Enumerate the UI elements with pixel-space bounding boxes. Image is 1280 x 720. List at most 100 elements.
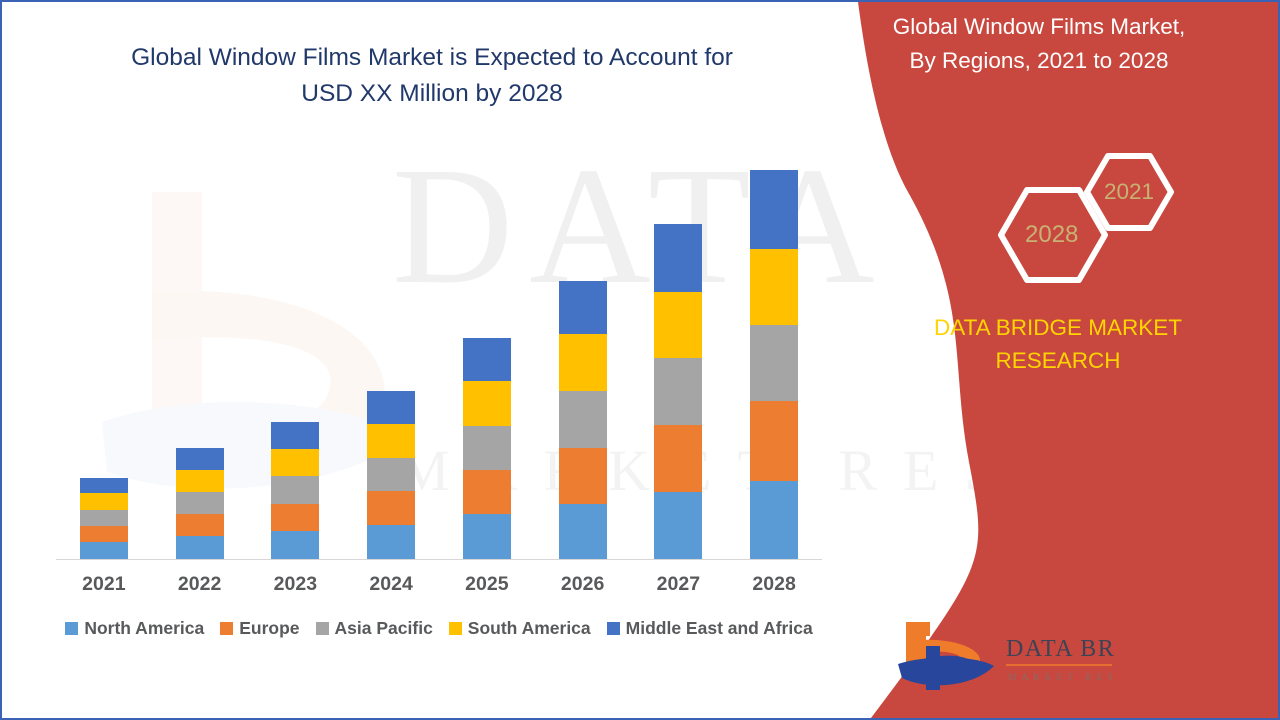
bar-segment[interactable] bbox=[271, 422, 320, 450]
bar-segment[interactable] bbox=[462, 470, 511, 515]
bar-segment[interactable] bbox=[175, 448, 224, 471]
bar-segment[interactable] bbox=[367, 524, 416, 559]
legend-item[interactable]: South America bbox=[448, 618, 591, 639]
bar-segment[interactable] bbox=[175, 514, 224, 537]
bar-group bbox=[631, 142, 727, 559]
stacked-bar[interactable] bbox=[79, 477, 128, 559]
hexagon-2028-label: 2028 bbox=[1025, 221, 1079, 248]
company-logo: DATA BRIDGE MARKET RESEARCH bbox=[896, 616, 1177, 700]
legend-item[interactable]: Asia Pacific bbox=[315, 618, 433, 639]
x-axis-label: 2022 bbox=[177, 573, 222, 595]
bar-group bbox=[535, 142, 631, 559]
bar-segment[interactable] bbox=[654, 291, 703, 359]
bar-segment[interactable] bbox=[462, 381, 511, 427]
x-axis-label: 2025 bbox=[465, 573, 509, 595]
bar-segment[interactable] bbox=[462, 514, 511, 559]
stacked-bar[interactable] bbox=[654, 223, 703, 559]
bar-segment[interactable] bbox=[462, 426, 511, 471]
chart-title-line-2: USD XX Million by 2028 bbox=[301, 79, 563, 107]
stacked-bar[interactable] bbox=[750, 170, 799, 559]
legend-label: North America bbox=[84, 618, 205, 638]
x-axis-label: 2023 bbox=[273, 573, 318, 595]
bar-segment[interactable] bbox=[367, 457, 416, 492]
x-axis-label: 2028 bbox=[752, 573, 796, 595]
panel-title-line-1: Global Window Films Market, bbox=[892, 14, 1186, 39]
bar-segment[interactable] bbox=[654, 223, 703, 292]
bar-segment[interactable] bbox=[175, 492, 224, 515]
x-axis-label: 2024 bbox=[369, 573, 413, 595]
bar-segment[interactable] bbox=[175, 470, 224, 493]
legend-label: South America bbox=[467, 618, 591, 638]
panel-title: Global Window Films Market, By Regions, … bbox=[838, 10, 1278, 78]
x-axis-label: 2026 bbox=[560, 573, 605, 595]
bar-group bbox=[343, 142, 439, 559]
bar-segment[interactable] bbox=[558, 334, 607, 391]
bar-segment[interactable] bbox=[750, 324, 799, 402]
brand-name: DATA BRIDGE MARKET RESEARCH bbox=[858, 312, 1258, 377]
bar-segment[interactable] bbox=[79, 477, 128, 494]
bar-segment[interactable] bbox=[367, 390, 416, 425]
bar-segment[interactable] bbox=[271, 449, 320, 477]
hexagon-badges: 2021 2028 bbox=[982, 142, 1202, 302]
legend-swatch-icon bbox=[220, 622, 234, 635]
bar-group bbox=[152, 142, 248, 559]
brand-line-2: RESEARCH bbox=[995, 347, 1121, 373]
stacked-bar[interactable] bbox=[462, 337, 511, 559]
bar-group bbox=[56, 142, 152, 559]
red-panel-shape bbox=[858, 2, 1278, 718]
bar-segment[interactable] bbox=[79, 493, 128, 510]
legend-label: Middle East and Africa bbox=[625, 618, 813, 638]
bar-segment[interactable] bbox=[654, 358, 703, 426]
bar-segment[interactable] bbox=[175, 536, 224, 559]
legend-swatch-icon bbox=[606, 622, 620, 635]
legend-label: Asia Pacific bbox=[334, 618, 433, 638]
hexagon-2021 bbox=[1084, 153, 1174, 231]
bar-segment[interactable] bbox=[654, 425, 703, 493]
legend-swatch-icon bbox=[448, 622, 462, 635]
legend-item[interactable]: North America bbox=[65, 618, 204, 639]
brand-line-1: DATA BRIDGE MARKET bbox=[934, 315, 1182, 340]
bar-group bbox=[248, 142, 344, 559]
bar-segment[interactable] bbox=[462, 337, 511, 382]
bar-series-container bbox=[56, 142, 822, 559]
stacked-bar[interactable] bbox=[367, 390, 416, 559]
legend-label: Europe bbox=[239, 618, 300, 638]
bar-segment[interactable] bbox=[271, 530, 320, 559]
bar-segment[interactable] bbox=[750, 170, 799, 249]
x-axis-label: 2021 bbox=[82, 573, 126, 595]
panel-title-line-2: By Regions, 2021 to 2028 bbox=[909, 47, 1169, 73]
stacked-bar[interactable] bbox=[175, 448, 224, 559]
right-red-panel bbox=[838, 2, 1278, 718]
x-axis-label: 2027 bbox=[656, 573, 701, 595]
legend-item[interactable]: Europe bbox=[220, 618, 300, 639]
hexagon-outlines bbox=[998, 153, 1174, 283]
legend-swatch-icon bbox=[315, 622, 329, 635]
x-axis-labels: 2021 2022 2023 2024 2025 2026 2027 2028 bbox=[56, 573, 822, 596]
bar-segment[interactable] bbox=[654, 492, 703, 559]
bar-segment[interactable] bbox=[750, 480, 799, 559]
bar-segment[interactable] bbox=[750, 401, 799, 481]
bar-group bbox=[726, 142, 822, 559]
bar-segment[interactable] bbox=[79, 509, 128, 526]
hexagon-2021-label: 2021 bbox=[1104, 179, 1155, 204]
bar-segment[interactable] bbox=[367, 491, 416, 525]
bar-segment[interactable] bbox=[79, 542, 128, 559]
bar-segment[interactable] bbox=[367, 424, 416, 458]
legend-item[interactable]: Middle East and Africa bbox=[606, 618, 813, 639]
bar-segment[interactable] bbox=[271, 476, 320, 504]
chart-plot-area bbox=[56, 142, 822, 560]
bar-group bbox=[439, 142, 535, 559]
bar-segment[interactable] bbox=[79, 525, 128, 543]
data-bridge-logo-mark: DATA BRIDGE MARKET RESEARCH bbox=[898, 622, 1177, 690]
bar-segment[interactable] bbox=[271, 503, 320, 531]
bar-segment[interactable] bbox=[558, 503, 607, 559]
bar-segment[interactable] bbox=[558, 448, 607, 504]
legend-swatch-icon bbox=[65, 622, 79, 635]
stacked-bar[interactable] bbox=[271, 422, 320, 559]
logo-title-text: DATA BRIDGE bbox=[1006, 636, 1116, 662]
bar-segment[interactable] bbox=[558, 281, 607, 335]
bar-segment[interactable] bbox=[750, 248, 799, 325]
stacked-bar[interactable] bbox=[558, 281, 607, 559]
bar-segment[interactable] bbox=[558, 390, 607, 449]
